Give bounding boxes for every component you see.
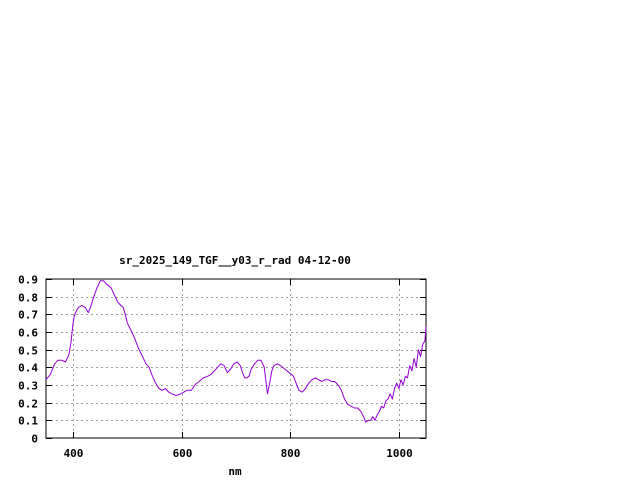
x-tick-label: 400	[64, 447, 84, 460]
series-line	[45, 280, 427, 423]
axis-ticks: 0 0.1 0.2 0.3 0.4 0.5 0.6 0.7 0.8 0.9 400 600 800 100…	[18, 274, 426, 460]
grid-lines	[46, 279, 426, 438]
chart-title: sr_2025_149_TGF__y03_r_rad 04-12-00	[119, 254, 351, 267]
y-tick-label: 0.4	[18, 362, 38, 375]
x-axis-label: nm	[228, 465, 242, 478]
y-tick-label: 0.5	[18, 345, 38, 358]
series-layer	[45, 280, 427, 423]
y-tick-label: 0.1	[18, 415, 38, 428]
y-tick-label: 0.2	[18, 398, 38, 411]
y-tick-label: 0.6	[18, 327, 38, 340]
y-tick-label: 0.7	[18, 309, 38, 322]
x-tick-label: 1000	[386, 447, 413, 460]
x-tick-label: 600	[173, 447, 193, 460]
y-tick-label: 0.9	[18, 274, 38, 287]
y-tick-label: 0.8	[18, 292, 38, 305]
y-tick-label: 0	[31, 433, 38, 446]
x-tick-label: 800	[281, 447, 301, 460]
y-tick-label: 0.3	[18, 380, 38, 393]
plot-frame	[45, 278, 427, 439]
